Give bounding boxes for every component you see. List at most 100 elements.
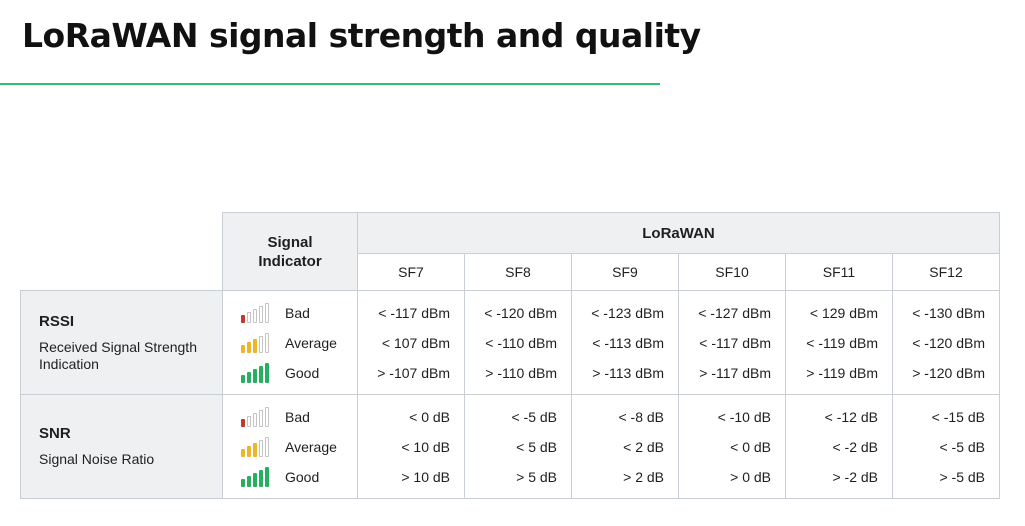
indicator-average: Average — [223, 432, 357, 462]
threshold-value: < -127 dBm — [698, 304, 771, 321]
lorawan-group-header: LoRaWAN — [357, 212, 1000, 254]
indicator-bad: Bad — [223, 298, 357, 328]
threshold-value: < 129 dBm — [809, 304, 878, 321]
sf-header-sf11: SF11 — [785, 253, 893, 291]
corner-blank — [20, 212, 223, 291]
threshold-value: < -130 dBm — [912, 304, 985, 321]
value-cell-sf11: < -12 dB < -2 dB > -2 dB — [785, 394, 893, 499]
signal-bar — [241, 478, 245, 487]
value-cell-sf10: < -10 dB < 0 dB > 0 dB — [678, 394, 786, 499]
signal-bar — [253, 442, 257, 457]
metric-name: RSSI — [39, 312, 75, 330]
row-header-snr: SNR Signal Noise Ratio — [20, 394, 223, 499]
value-cell-sf8: < -120 dBm < -110 dBm > -110 dBm — [464, 290, 572, 395]
signal-bar — [241, 344, 245, 353]
value-cell-sf12: < -15 dB < -5 dB > -5 dB — [892, 394, 1000, 499]
indicator-good: Good — [223, 462, 357, 492]
signal-bar — [241, 374, 245, 383]
threshold-value: > -2 dB — [832, 468, 878, 485]
value-cell-sf8: < -5 dB < 5 dB > 5 dB — [464, 394, 572, 499]
threshold-value: < -117 dBm — [378, 304, 450, 321]
indicator-label: Good — [285, 364, 320, 381]
indicator-label: Bad — [285, 408, 310, 425]
signal-bar — [241, 314, 245, 323]
metric-description: Signal Noise Ratio — [39, 451, 155, 467]
indicator-bad: Bad — [223, 402, 357, 432]
value-cell-sf7: < 0 dB < 10 dB > 10 dB — [357, 394, 465, 499]
threshold-value: < -12 dB — [824, 408, 878, 425]
signal-indicator-header: Signal Indicator — [222, 212, 358, 291]
signal-bar — [265, 362, 269, 383]
signal-bar — [253, 308, 257, 323]
signal-indicator-cell: Bad Average Good — [222, 290, 358, 395]
threshold-value: > 2 dB — [623, 468, 664, 485]
indicator-label: Average — [285, 438, 337, 455]
indicator-label: Average — [285, 334, 337, 351]
signal-bar — [253, 472, 257, 487]
value-cell-sf12: < -130 dBm < -120 dBm > -120 dBm — [892, 290, 1000, 395]
value-cell-sf9: < -123 dBm < -113 dBm > -113 dBm — [571, 290, 679, 395]
signal-bars-icon — [241, 362, 271, 383]
threshold-value: > -119 dBm — [806, 364, 878, 381]
signal-bar — [265, 436, 269, 457]
sf-header-sf7: SF7 — [357, 253, 465, 291]
signal-bar — [265, 302, 269, 323]
threshold-value: < -113 dBm — [592, 334, 664, 351]
threshold-value: > -5 dB — [939, 468, 985, 485]
indicator-label: Good — [285, 468, 320, 485]
indicator-good: Good — [223, 358, 357, 388]
signal-indicator-cell: Bad Average Good — [222, 394, 358, 499]
signal-bar — [253, 368, 257, 383]
threshold-value: > -107 dBm — [377, 364, 450, 381]
signal-bar — [241, 448, 245, 457]
signal-table: Signal Indicator LoRaWAN SF7 SF8 SF9 SF10 SF… — [20, 212, 1000, 499]
table-row-snr: SNR Signal Noise Ratio Bad Average Good < 0 d… — [20, 394, 1000, 499]
table-row-rssi: RSSI Received Signal Strength Indication B… — [20, 290, 1000, 395]
threshold-value: < -119 dBm — [806, 334, 878, 351]
sf-header-sf10: SF10 — [678, 253, 786, 291]
threshold-value: < -8 dB — [618, 408, 664, 425]
sf-header-sf9: SF9 — [571, 253, 679, 291]
signal-bar — [265, 332, 269, 353]
signal-bar — [247, 445, 251, 457]
threshold-value: < 0 dB — [409, 408, 450, 425]
threshold-value: > -110 dBm — [485, 364, 557, 381]
value-cell-sf10: < -127 dBm < -117 dBm > -117 dBm — [678, 290, 786, 395]
threshold-value: < -120 dBm — [484, 304, 557, 321]
threshold-value: > -113 dBm — [592, 364, 664, 381]
threshold-value: < -15 dB — [931, 408, 985, 425]
threshold-value: < 0 dB — [730, 438, 771, 455]
indicator-label: Bad — [285, 304, 310, 321]
signal-bar — [247, 415, 251, 427]
value-cell-sf11: < 129 dBm < -119 dBm > -119 dBm — [785, 290, 893, 395]
sf-header-sf8: SF8 — [464, 253, 572, 291]
threshold-value: > -120 dBm — [912, 364, 985, 381]
threshold-value: < -5 dB — [511, 408, 557, 425]
signal-bar — [265, 466, 269, 487]
signal-bar — [247, 341, 251, 353]
threshold-value: > 10 dB — [401, 468, 450, 485]
threshold-value: > 5 dB — [516, 468, 557, 485]
signal-indicator-header-text: Signal Indicator — [258, 233, 322, 270]
signal-bar — [259, 365, 263, 383]
signal-bar — [259, 305, 263, 323]
signal-bar — [259, 335, 263, 353]
threshold-value: < -2 dB — [832, 438, 878, 455]
row-header-rssi: RSSI Received Signal Strength Indication — [20, 290, 223, 395]
metric-description: Received Signal Strength Indication — [39, 338, 197, 372]
value-cell-sf7: < -117 dBm < 107 dBm > -107 dBm — [357, 290, 465, 395]
threshold-value: < -10 dB — [717, 408, 771, 425]
threshold-value: < 5 dB — [516, 438, 557, 455]
threshold-value: < 2 dB — [623, 438, 664, 455]
threshold-value: > 0 dB — [730, 468, 771, 485]
signal-bar — [259, 439, 263, 457]
signal-bar — [247, 371, 251, 383]
threshold-value: > -117 dBm — [699, 364, 771, 381]
signal-bar — [265, 406, 269, 427]
metric-name: SNR — [39, 425, 71, 442]
signal-bar — [253, 338, 257, 353]
signal-bar — [247, 475, 251, 487]
threshold-value: < -5 dB — [939, 438, 985, 455]
signal-bars-icon — [241, 332, 271, 353]
sf-header-row: SF7 SF8 SF9 SF10 SF11 SF12 — [21, 253, 1000, 291]
